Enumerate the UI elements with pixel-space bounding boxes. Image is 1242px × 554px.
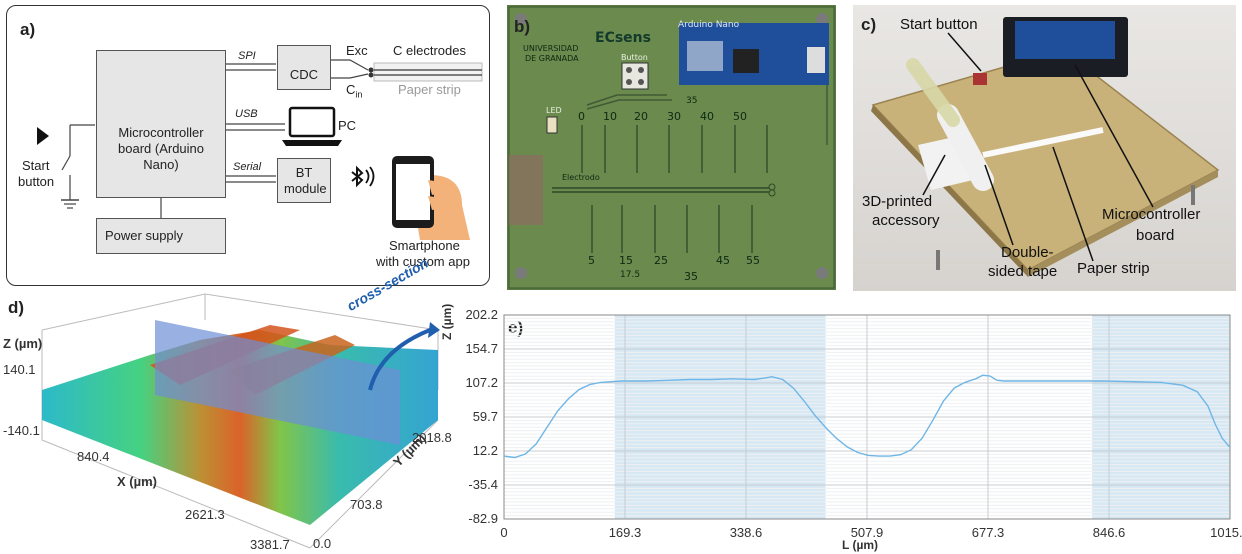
electrodo-label: Electrodo [562, 173, 600, 182]
button-label: Button [621, 53, 648, 62]
mcu-box: Microcontroller board (Arduino Nano) [96, 50, 226, 198]
device-photo-drawing [871, 17, 1220, 277]
y-tick-label: 59.7 [473, 409, 498, 424]
ecsens-logo-text: ECsens [595, 30, 651, 46]
callout-lines [922, 32, 1154, 262]
bluetooth-icon [351, 165, 375, 188]
bottom-sub-label: 17.5 [620, 270, 641, 280]
y-tick: 0.0 [313, 536, 332, 551]
x-tick: 2621.3 [185, 507, 225, 522]
panel-a [6, 5, 490, 286]
cin-sub: in [355, 89, 363, 100]
plot-frame [503, 314, 1231, 520]
top-tick-label: 0 [578, 110, 585, 123]
panel-c-label: c) [861, 15, 877, 34]
university-name-2: DE GRANADA [525, 54, 579, 63]
smartphone-label-2: with custom app [376, 254, 470, 269]
bottom-tick-label: 25 [654, 254, 668, 267]
top-tick-label: 30 [667, 110, 681, 123]
serial-label: Serial [233, 161, 262, 173]
spi-label: SPI [238, 50, 256, 62]
smartphone-icon [392, 156, 470, 240]
start-button-callout: Start button [900, 16, 978, 33]
top-sub-label: 35 [686, 96, 698, 106]
x-tick-label: 169.3 [609, 525, 642, 540]
x-tick: 3381.7 [250, 537, 290, 552]
x-tick-label: 677.3 [972, 525, 1005, 540]
bottom-tick-label: 45 [716, 254, 730, 267]
bottom-tick-label: 55 [746, 254, 760, 267]
cdc-label: CDC [289, 66, 319, 82]
y-tick-label: 202.2 [465, 307, 498, 322]
top-tick-label: 20 [634, 110, 648, 123]
power-label: Power supply [105, 228, 184, 243]
power-box: Power supply [96, 218, 226, 254]
x-tick: 840.4 [77, 449, 110, 464]
panel-d-label: d) [8, 298, 25, 317]
tape-callout-2: sided tape [988, 263, 1058, 280]
tape-callout-1: Double- [1001, 244, 1054, 261]
top-tick-label: 10 [603, 110, 617, 123]
x-axis-label-3d: X (µm) [117, 474, 157, 489]
profile-line [503, 374, 1230, 459]
pc-label: PC [338, 118, 357, 133]
cin-text: C [346, 82, 356, 97]
e-y-axis-label: Z (µm) [440, 303, 454, 340]
cdc-box: CDC [277, 45, 331, 90]
x-tick-label: 1015.9 [1210, 525, 1242, 540]
y-tick-label: 12.2 [473, 443, 498, 458]
smartphone-label-1: Smartphone [389, 238, 460, 253]
y-tick-label: 107.2 [465, 375, 498, 390]
bt-box: BT module [277, 158, 331, 203]
bottom-sub-label: 35 [684, 270, 698, 283]
y-tick-label: -82.9 [468, 511, 498, 526]
x-tick-label: 507.9 [851, 525, 884, 540]
arduino-nano-label: Arduino Nano [678, 20, 740, 30]
x-tick-label: 338.6 [730, 525, 763, 540]
surface-3d [41, 293, 440, 549]
z-bottom-tick: -140.1 [3, 423, 40, 438]
z-top-tick: 140.1 [3, 362, 36, 377]
start-button-label-1: Start [22, 158, 50, 173]
bottom-tick-label: 5 [588, 254, 595, 267]
top-tick-label: 50 [733, 110, 747, 123]
mcu-label: Microcontroller board (Arduino Nano) [118, 125, 204, 172]
start-button-label-2: button [18, 174, 55, 189]
y-tick-label: 154.7 [465, 341, 498, 356]
profile-chart: 202.2 154.7 107.2 59.7 12.2 -35.4 -82.90 169.3 3… [465, 307, 1242, 540]
mcu-callout-2: board [1136, 227, 1175, 244]
exc-label: Exc [346, 43, 368, 58]
paper-strip-label: Paper strip [398, 82, 461, 97]
x-tick-label: 846.6 [1093, 525, 1126, 540]
bt-label: BT module [284, 164, 327, 196]
panel-a-label: a) [20, 20, 36, 39]
mcu-callout-1: Microcontroller [1102, 206, 1201, 223]
y-tick-label: -35.4 [468, 477, 498, 492]
university-name-1: UNIVERSIDAD [523, 44, 579, 53]
cin-label: Cin [346, 82, 362, 100]
top-tick-label: 40 [700, 110, 714, 123]
paper-strip-callout: Paper strip [1077, 260, 1150, 277]
x-tick-label: 0 [500, 525, 507, 540]
y-tick: 703.8 [350, 497, 383, 512]
led-label: LED [546, 106, 562, 115]
pcb-drawing [508, 6, 835, 289]
e-x-axis-label: L (µm) [842, 538, 879, 552]
accessory-callout-1: 3D-printed [862, 193, 933, 210]
bottom-tick-label: 15 [619, 254, 633, 267]
z-axis-label-3d: Z (µm) [3, 336, 43, 351]
usb-label: USB [235, 108, 258, 120]
panel-b-label: b) [514, 17, 531, 36]
pcb-vertical-lines [581, 125, 768, 253]
accessory-callout-2: accessory [872, 212, 940, 229]
electrodes-label: C electrodes [393, 43, 466, 58]
y-tick: 2018.8 [412, 430, 452, 445]
